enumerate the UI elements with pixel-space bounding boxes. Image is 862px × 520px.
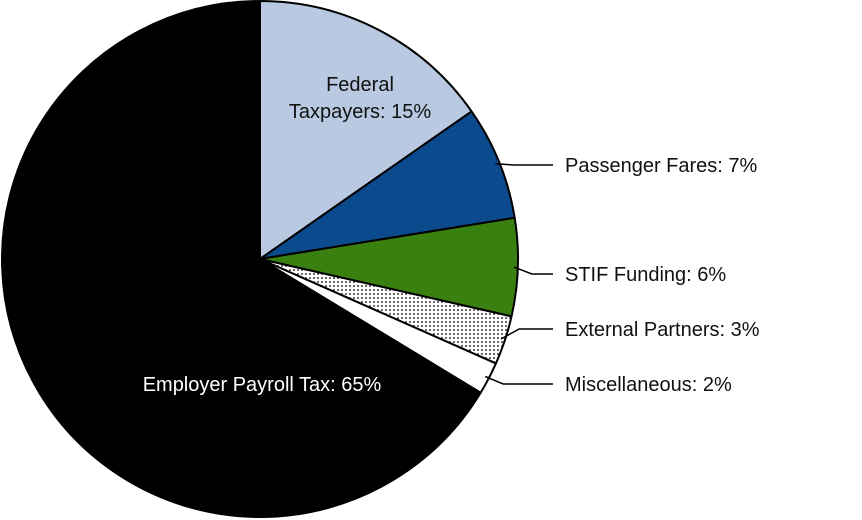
leader-line-external-partners	[500, 328, 553, 340]
slice-employer-payroll-tax	[1, 0, 482, 518]
slice-label-employer-payroll-tax: Employer Payroll Tax: 65%	[143, 374, 382, 396]
leader-line-stif-funding	[513, 266, 553, 275]
slice-labels: Federal Taxpayers: 15% Passenger Fares: 7%…	[143, 74, 760, 396]
leader-line-miscellaneous	[484, 375, 553, 385]
slice-federal-taxpayers	[259, 0, 473, 260]
leader-lines	[484, 162, 553, 385]
slice-label-stif-funding: STIF Funding: 6%	[565, 264, 726, 286]
leader-line-passenger-fares	[495, 162, 553, 166]
slice-label-external-partners: External Partners: 3%	[565, 319, 760, 341]
slice-label-passenger-fares: Passenger Fares: 7%	[565, 155, 758, 177]
slice-label-federal-taxpayers: Federal Taxpayers: 15%	[289, 74, 432, 123]
slice-label-miscellaneous: Miscellaneous: 2%	[565, 374, 732, 396]
pie-slices	[1, 0, 519, 518]
slice-passenger-fares	[259, 110, 516, 260]
